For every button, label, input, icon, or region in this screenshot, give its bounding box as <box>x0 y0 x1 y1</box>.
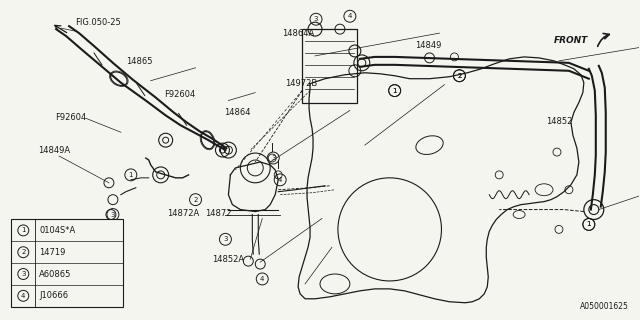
Bar <box>12 220 123 307</box>
Text: F92604: F92604 <box>164 91 195 100</box>
Text: 3: 3 <box>111 212 115 218</box>
Text: 14872A: 14872A <box>167 209 199 219</box>
Text: 2: 2 <box>21 249 26 255</box>
Text: 2: 2 <box>457 73 461 79</box>
Text: 14849: 14849 <box>415 41 442 50</box>
Text: 3: 3 <box>271 155 275 161</box>
Text: A60865: A60865 <box>39 269 72 278</box>
Text: 4: 4 <box>260 276 264 282</box>
Text: 1: 1 <box>392 88 397 94</box>
Text: 14719: 14719 <box>39 248 65 257</box>
Text: 14852: 14852 <box>546 117 573 126</box>
Text: 1: 1 <box>21 228 26 233</box>
Text: A050001625: A050001625 <box>580 302 628 311</box>
Text: 3: 3 <box>314 16 318 22</box>
Text: FRONT: FRONT <box>554 36 588 45</box>
Text: F92604: F92604 <box>56 113 87 122</box>
Text: 1: 1 <box>129 172 133 178</box>
Text: FIG.050-25: FIG.050-25 <box>75 18 120 27</box>
Text: 14864A: 14864A <box>282 28 314 38</box>
Text: 14872: 14872 <box>205 209 232 219</box>
Text: 3: 3 <box>21 271 26 277</box>
Text: 14864: 14864 <box>225 108 251 117</box>
Text: J10666: J10666 <box>39 291 68 300</box>
Text: 1: 1 <box>392 88 397 94</box>
Text: 4: 4 <box>21 293 26 299</box>
Bar <box>302 29 357 103</box>
Text: 1: 1 <box>587 221 591 228</box>
Text: 0104S*A: 0104S*A <box>39 226 76 235</box>
Text: 2: 2 <box>193 197 198 203</box>
Text: 14849A: 14849A <box>38 146 70 155</box>
Text: 14972B: 14972B <box>285 79 317 88</box>
Text: 2: 2 <box>457 73 461 79</box>
Text: 14865: 14865 <box>125 57 152 66</box>
Text: 4: 4 <box>278 177 282 183</box>
Text: 14852A: 14852A <box>212 255 244 264</box>
Text: 4: 4 <box>348 13 352 19</box>
Text: 1: 1 <box>587 221 591 228</box>
Text: 3: 3 <box>223 236 228 242</box>
